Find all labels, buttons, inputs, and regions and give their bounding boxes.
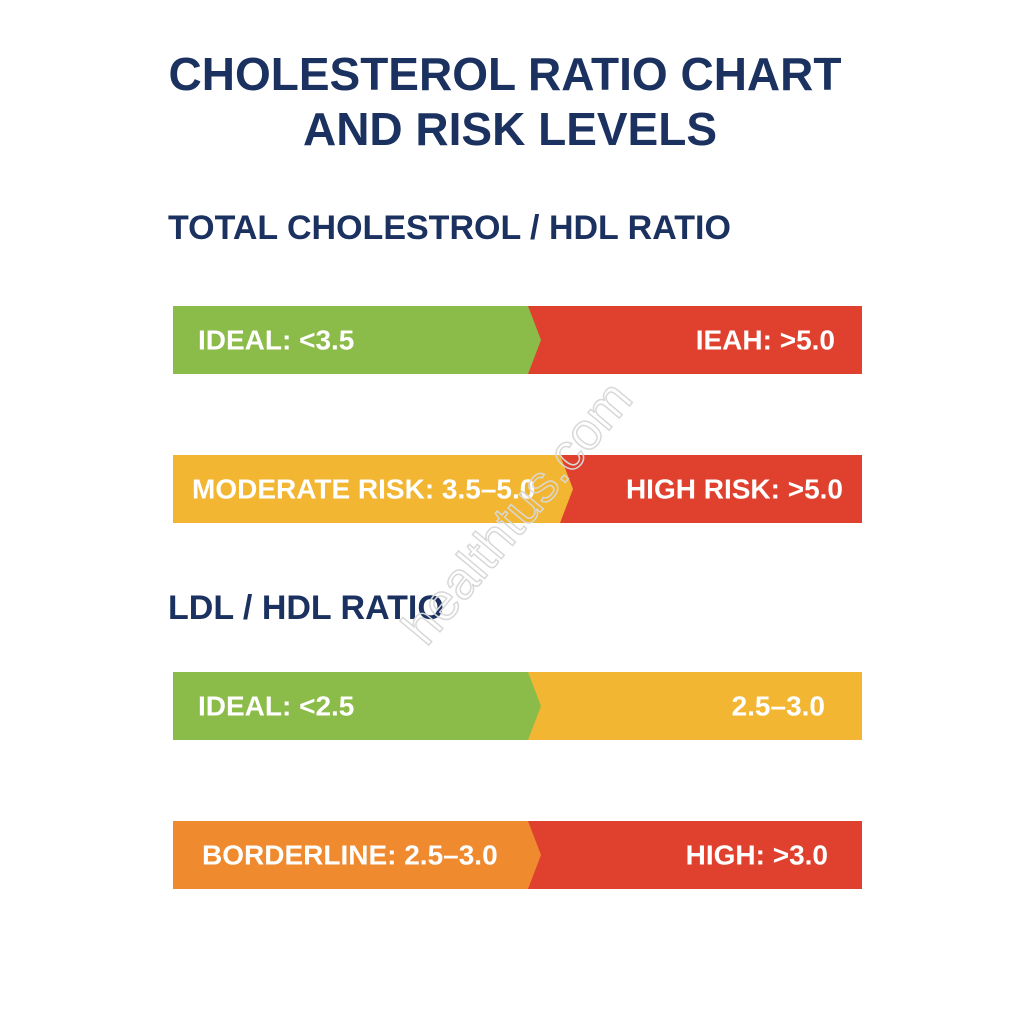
section-title: LDL / HDL RATIO bbox=[168, 589, 444, 627]
bar-segment bbox=[528, 306, 862, 374]
segment-label: IDEAL: <2.5 bbox=[198, 690, 354, 721]
title-line: AND RISK LEVELS bbox=[303, 103, 717, 155]
segment-label: IEAH: >5.0 bbox=[696, 324, 835, 355]
segment-label: MODERATE RISK: 3.5–5.0 bbox=[192, 473, 535, 504]
bar-segment bbox=[173, 455, 573, 523]
segment-label: BORDERLINE: 2.5–3.0 bbox=[202, 839, 498, 870]
title-line: CHOLESTEROL RATIO CHART bbox=[169, 48, 842, 100]
bar-segment bbox=[173, 672, 541, 740]
bar-segment bbox=[173, 821, 541, 889]
bar-segment bbox=[560, 455, 862, 523]
bar-segment bbox=[528, 821, 862, 889]
segment-label: IDEAL: <3.5 bbox=[198, 324, 354, 355]
segment-label: HIGH: >3.0 bbox=[686, 839, 828, 870]
content: TOTAL CHOLESTROL / HDL RATIO IDEAL: <3.5 I… bbox=[168, 209, 862, 889]
segment-label: HIGH RISK: >5.0 bbox=[626, 473, 843, 504]
bar-segment bbox=[528, 672, 862, 740]
segment-label: 2.5–3.0 bbox=[732, 690, 825, 721]
bar-segment bbox=[173, 306, 541, 374]
section-title: TOTAL CHOLESTROL / HDL RATIO bbox=[168, 209, 731, 247]
